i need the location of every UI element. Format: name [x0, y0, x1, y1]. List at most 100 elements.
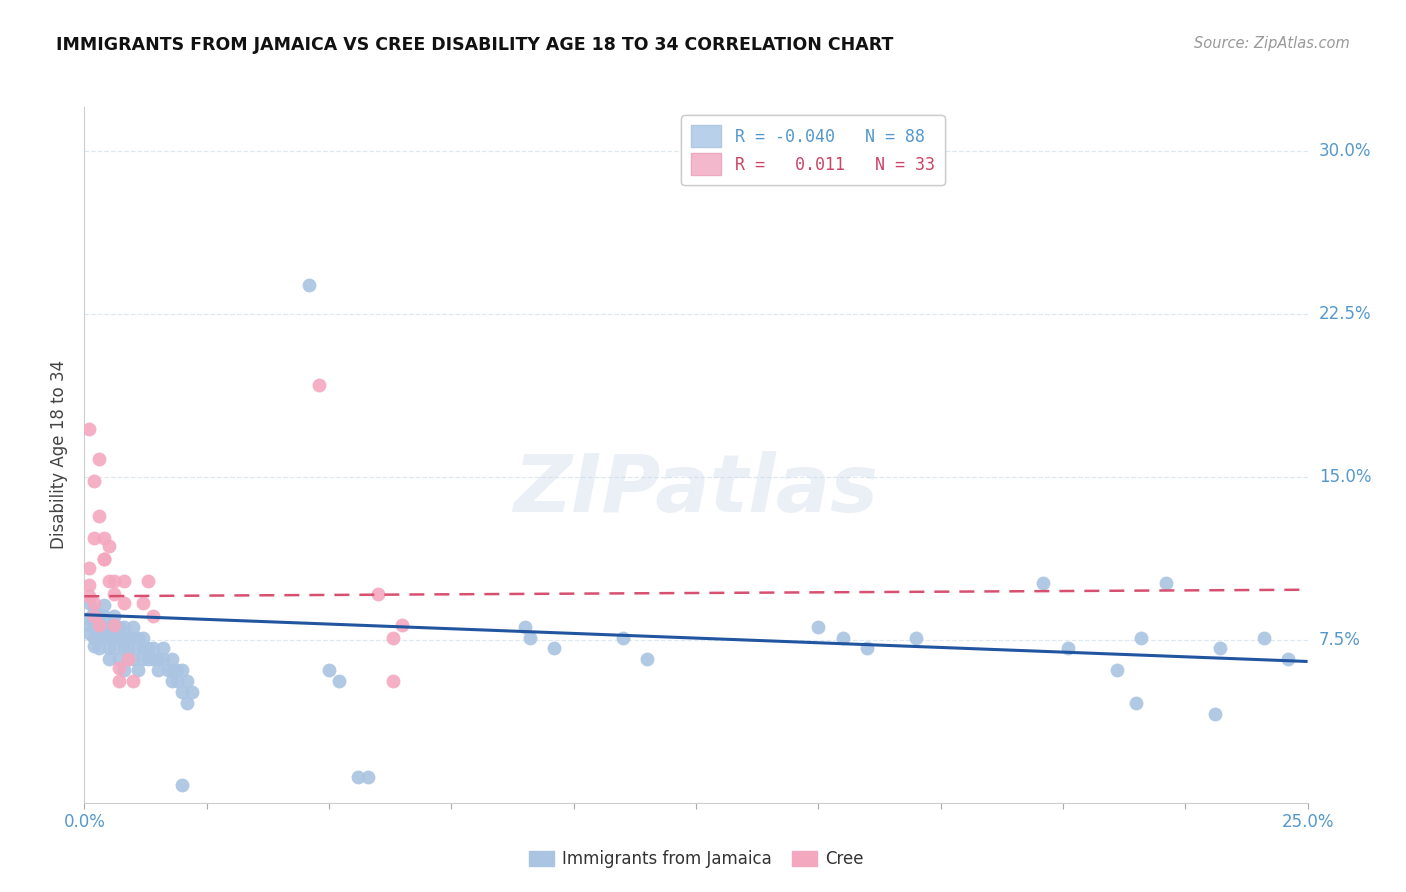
Point — [93, 608, 115, 623]
Point — [1253, 631, 1275, 645]
Point — [122, 652, 145, 666]
Point — [77, 617, 100, 632]
Point — [83, 608, 105, 623]
Point — [856, 641, 879, 656]
Point — [381, 631, 404, 645]
Point — [117, 652, 139, 666]
Point — [1204, 706, 1226, 721]
Point — [1154, 576, 1177, 591]
Point — [103, 617, 125, 632]
Point — [136, 574, 159, 588]
Point — [117, 641, 139, 656]
Point — [103, 587, 125, 601]
Point — [298, 278, 321, 293]
Point — [181, 685, 204, 699]
Point — [77, 596, 100, 610]
Point — [1125, 696, 1147, 710]
Point — [77, 589, 100, 603]
Text: 30.0%: 30.0% — [1319, 142, 1371, 160]
Point — [112, 596, 135, 610]
Point — [112, 574, 135, 588]
Point — [318, 663, 340, 677]
Point — [146, 663, 169, 677]
Point — [172, 663, 194, 677]
Point — [136, 641, 159, 656]
Point — [1032, 576, 1054, 591]
Point — [97, 620, 120, 634]
Point — [132, 652, 155, 666]
Point — [107, 674, 129, 689]
Point — [87, 631, 110, 645]
Point — [93, 620, 115, 634]
Point — [93, 552, 115, 566]
Point — [543, 641, 565, 656]
Legend: R = -0.040   N = 88, R =   0.011   N = 33: R = -0.040 N = 88, R = 0.011 N = 33 — [681, 115, 945, 185]
Point — [87, 508, 110, 523]
Point — [83, 474, 105, 488]
Point — [77, 422, 100, 436]
Point — [127, 663, 149, 677]
Point — [83, 631, 105, 645]
Point — [136, 652, 159, 666]
Point — [636, 652, 658, 666]
Text: ZIPatlas: ZIPatlas — [513, 450, 879, 529]
Point — [77, 611, 100, 625]
Point — [1105, 663, 1128, 677]
Point — [831, 631, 853, 645]
Point — [166, 663, 188, 677]
Point — [152, 652, 174, 666]
Point — [93, 531, 115, 545]
Point — [612, 631, 634, 645]
Point — [112, 631, 135, 645]
Point — [97, 652, 120, 666]
Point — [112, 663, 135, 677]
Point — [127, 631, 149, 645]
Point — [93, 598, 115, 612]
Legend: Immigrants from Jamaica, Cree: Immigrants from Jamaica, Cree — [522, 844, 870, 875]
Point — [87, 620, 110, 634]
Point — [93, 631, 115, 645]
Point — [162, 652, 184, 666]
Y-axis label: Disability Age 18 to 34: Disability Age 18 to 34 — [51, 360, 69, 549]
Point — [391, 617, 413, 632]
Point — [142, 608, 165, 623]
Point — [357, 770, 380, 784]
Point — [122, 674, 145, 689]
Point — [97, 641, 120, 656]
Point — [87, 608, 110, 623]
Point — [146, 652, 169, 666]
Point — [77, 578, 100, 592]
Point — [122, 631, 145, 645]
Point — [117, 631, 139, 645]
Point — [83, 608, 105, 623]
Point — [103, 574, 125, 588]
Point — [308, 378, 330, 392]
Point — [107, 652, 129, 666]
Text: 22.5%: 22.5% — [1319, 304, 1371, 323]
Point — [83, 596, 105, 610]
Point — [83, 620, 105, 634]
Point — [103, 631, 125, 645]
Point — [1130, 631, 1153, 645]
Point — [513, 620, 536, 634]
Point — [176, 696, 198, 710]
Point — [172, 685, 194, 699]
Point — [87, 641, 110, 656]
Point — [905, 631, 928, 645]
Point — [807, 620, 830, 634]
Point — [132, 631, 155, 645]
Point — [142, 641, 165, 656]
Point — [132, 596, 155, 610]
Point — [103, 620, 125, 634]
Point — [83, 531, 105, 545]
Point — [97, 574, 120, 588]
Point — [328, 674, 350, 689]
Point — [1277, 652, 1299, 666]
Point — [162, 663, 184, 677]
Point — [152, 641, 174, 656]
Point — [103, 608, 125, 623]
Point — [103, 641, 125, 656]
Point — [107, 661, 129, 675]
Point — [112, 620, 135, 634]
Point — [83, 605, 105, 619]
